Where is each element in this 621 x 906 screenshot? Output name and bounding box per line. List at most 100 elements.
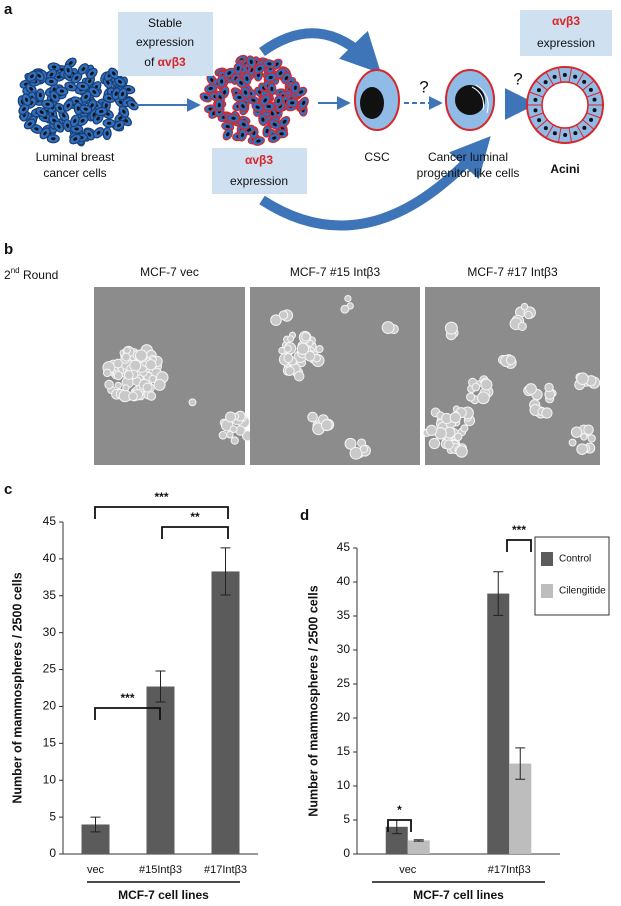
error-bar: [515, 747, 526, 780]
y-tick-label: 10: [43, 772, 57, 786]
nucleus: [225, 125, 230, 129]
nucleus: [284, 76, 289, 81]
nucleus: [272, 122, 277, 127]
nucleus: [76, 106, 80, 111]
sphere-cell: [576, 372, 589, 386]
nucleus: [73, 118, 77, 124]
nucleus: [562, 73, 567, 78]
sphere-cell: [284, 366, 295, 377]
granules: [471, 84, 489, 114]
nucleus: [37, 73, 41, 78]
nucleus: [533, 97, 538, 102]
x-tick-label: #17Intβ3: [204, 864, 247, 876]
arrow: [259, 136, 491, 231]
sphere-cell: [218, 430, 228, 440]
sig-bracket: [387, 819, 412, 832]
sphere-cell: [114, 381, 122, 389]
sphere-cell: [576, 443, 588, 455]
y-tick-label: 25: [43, 662, 57, 676]
y-tick-label: 30: [337, 642, 351, 656]
nucleus: [245, 76, 249, 81]
y-tick-label: 40: [337, 574, 351, 588]
sphere-cell: [296, 342, 310, 356]
nucleus: [217, 102, 221, 108]
nucleus: [104, 103, 108, 108]
bar: [487, 593, 510, 854]
nucleus: [582, 79, 587, 84]
nucleus: [208, 86, 213, 91]
arrow: [259, 28, 382, 74]
sphere-cell: [128, 391, 138, 402]
sphere-cell: [381, 321, 395, 334]
sphere-cell: [129, 359, 142, 372]
nucleus: [52, 94, 57, 99]
sphere-cell: [444, 321, 458, 335]
panel-label: a: [4, 1, 13, 18]
sphere-cell: [505, 355, 516, 366]
sphere-cell: [122, 384, 130, 392]
nucleus: [227, 71, 232, 75]
nucleus: [27, 122, 32, 126]
panel-label: d: [300, 507, 309, 524]
nucleus: [360, 87, 384, 119]
nucleus: [563, 132, 568, 137]
nucleus: [249, 59, 253, 64]
bar: [509, 763, 532, 854]
box-text: of αvβ3: [144, 55, 186, 69]
x-axis-label: MCF-7 cell lines: [118, 888, 209, 902]
y-axis-label: Number of mammospheres / 2500 cells: [306, 585, 320, 816]
y-tick-label: 25: [337, 676, 351, 690]
nucleus: [66, 103, 70, 108]
nucleus: [279, 132, 284, 136]
cell-border: [557, 67, 562, 83]
sphere-cell: [287, 335, 295, 343]
nucleus: [573, 131, 578, 136]
nucleus: [588, 87, 593, 92]
nucleus: [537, 118, 542, 123]
text-box: [212, 148, 307, 194]
sphere-cell: [344, 437, 357, 450]
nucleus: [203, 95, 208, 100]
error-bar: [413, 839, 424, 842]
sphere-cell: [230, 436, 239, 445]
error-bar: [155, 670, 166, 703]
nucleus: [74, 127, 79, 131]
nucleus: [236, 66, 240, 71]
image-title: MCF-7 #17 Intβ3: [467, 265, 558, 279]
y-tick-label: 45: [337, 540, 351, 554]
nucleus: [270, 86, 274, 92]
nucleus: [278, 71, 283, 76]
cell-border: [586, 91, 601, 98]
lumen: [541, 81, 589, 129]
nucleus: [117, 79, 122, 84]
nucleus: [263, 98, 267, 103]
image-title: MCF-7 #15 Intβ3: [290, 265, 381, 279]
round-text: Round: [23, 268, 58, 282]
sphere-cell: [466, 392, 476, 402]
sphere-cell: [517, 321, 527, 332]
nucleus: [266, 105, 271, 109]
sig-stars: ***: [512, 523, 526, 537]
sig-stars: *: [397, 803, 402, 817]
nucleus: [34, 127, 39, 131]
nucleus: [106, 80, 110, 85]
nucleus: [114, 91, 118, 96]
nucleus: [43, 131, 47, 136]
nucleus: [22, 107, 26, 112]
nucleus: [592, 97, 597, 102]
nucleus: [293, 85, 297, 90]
nucleus: [68, 61, 73, 65]
nucleus: [257, 67, 262, 71]
highlight: αvβ3: [245, 153, 273, 167]
nucleus: [117, 123, 122, 128]
bar: [407, 840, 430, 854]
micrographs: MCF-7 vec MCF-7 #15 Intβ3 MCF-7 #17 Intβ3: [94, 265, 601, 465]
nucleus: [118, 116, 123, 120]
cell-border: [568, 127, 573, 143]
nucleus: [51, 137, 56, 141]
nucleus: [84, 94, 88, 99]
legend-swatch: [541, 584, 553, 598]
nucleus: [118, 100, 123, 105]
cell-label: progenitor like cells: [417, 166, 520, 180]
nucleus: [272, 136, 277, 140]
